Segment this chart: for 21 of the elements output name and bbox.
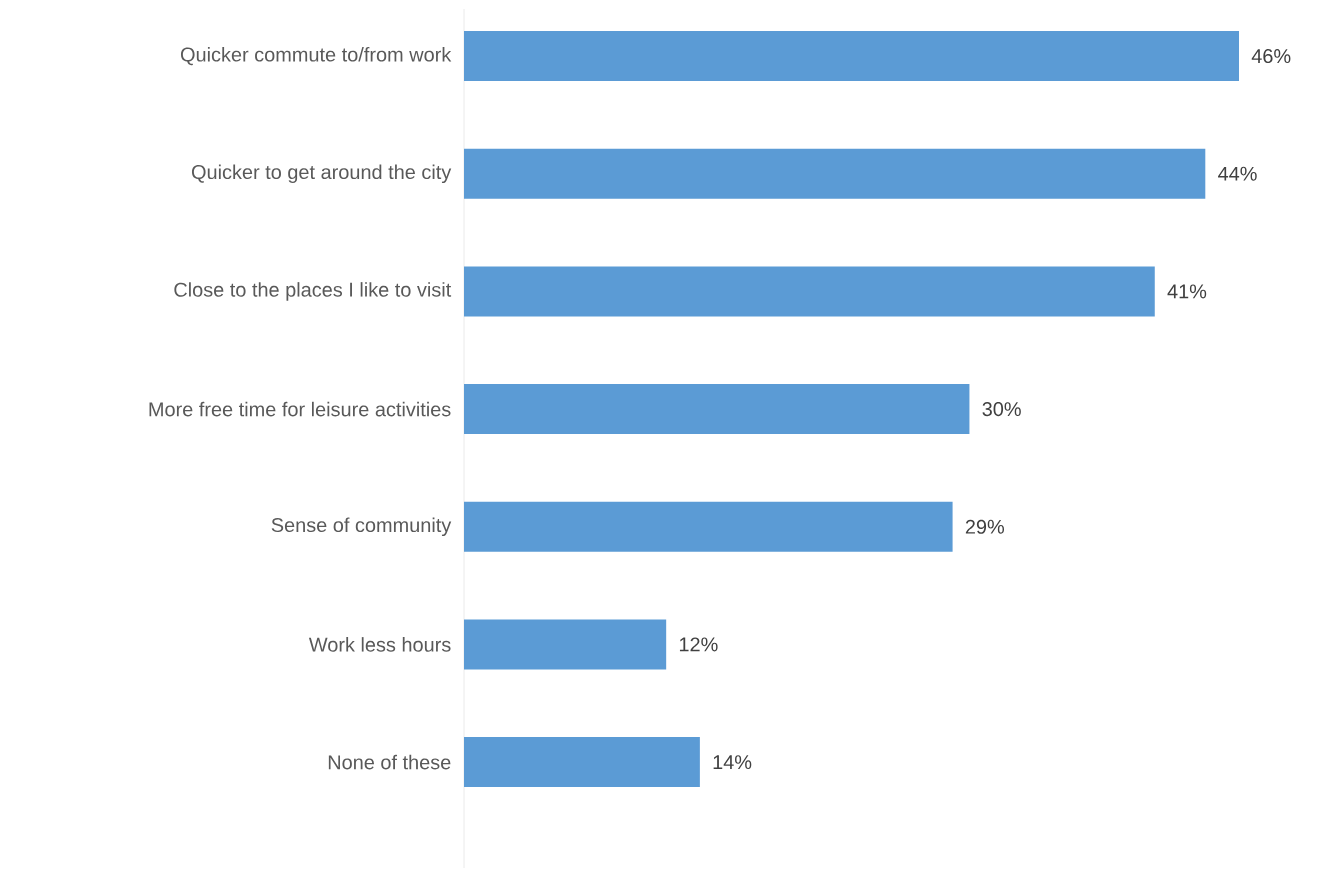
y-tick-label: None of these bbox=[328, 754, 451, 770]
bar bbox=[464, 619, 667, 670]
bar bbox=[464, 266, 1155, 317]
data-label: 41% bbox=[1167, 284, 1207, 299]
y-tick-label: Sense of community bbox=[271, 517, 452, 537]
y-tick-label: More free time for leisure activities bbox=[149, 401, 451, 417]
data-label: 14% bbox=[713, 755, 752, 770]
data-label: 29% bbox=[965, 519, 1005, 534]
data-label: 30% bbox=[982, 402, 1021, 417]
bar bbox=[464, 501, 953, 552]
data-label: 46% bbox=[1251, 49, 1291, 64]
bar bbox=[464, 737, 700, 788]
data-label: 12% bbox=[679, 637, 718, 652]
bar bbox=[464, 384, 970, 435]
bar bbox=[464, 31, 1240, 82]
data-label: 44% bbox=[1218, 166, 1257, 181]
y-tick-label: Quicker commute to/from work bbox=[180, 46, 452, 66]
y-tick-label: Work less hours bbox=[308, 637, 451, 652]
y-tick-label: Close to the places I like to visit bbox=[174, 282, 452, 301]
y-tick-label: Quicker to get around the city bbox=[191, 164, 452, 184]
bar bbox=[464, 148, 1206, 199]
